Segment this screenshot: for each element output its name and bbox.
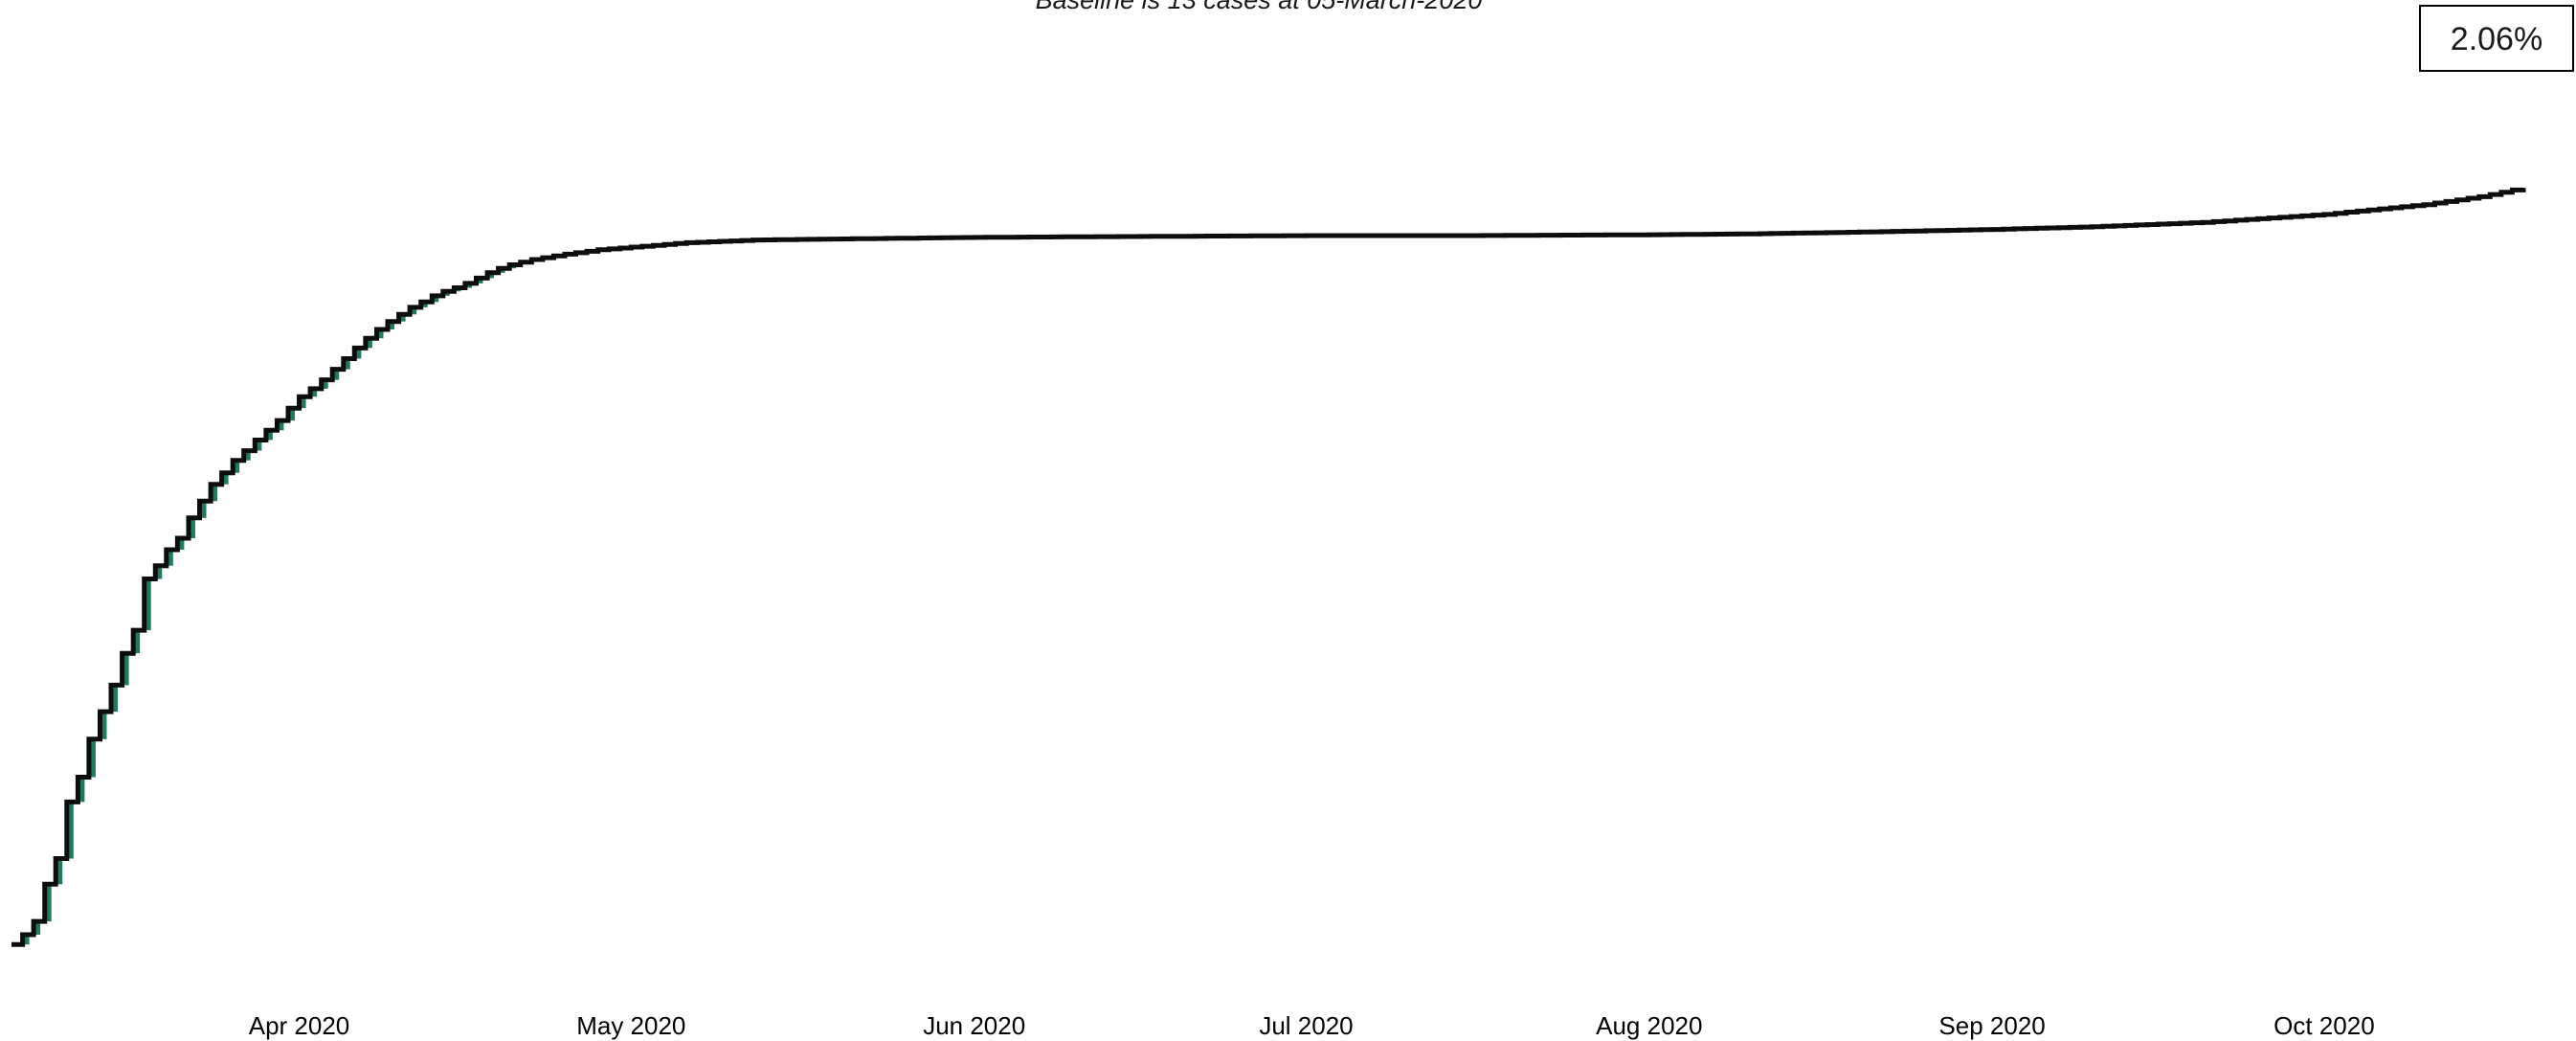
rise-bar (375, 328, 384, 339)
x-tick-label: May 2020 (576, 1011, 685, 1040)
end-value-badge: 2.06% (2419, 5, 2574, 72)
rise-bar (43, 884, 52, 922)
rise-bar (276, 420, 284, 431)
rise-bar (364, 338, 372, 349)
rise-bar (55, 858, 63, 885)
rise-bar (331, 369, 340, 380)
series-layer (11, 187, 2526, 947)
rise-bar (132, 630, 141, 654)
growth-line (11, 187, 2526, 947)
x-tick-label: Jun 2020 (923, 1011, 1025, 1040)
x-tick-label: Jul 2020 (1259, 1011, 1353, 1040)
x-tick-label: Apr 2020 (249, 1011, 350, 1040)
rise-bar (87, 738, 96, 778)
rise-bar (210, 484, 218, 502)
end-value-badge-box (2419, 5, 2574, 72)
rise-bar (220, 472, 229, 485)
rise-bar (409, 306, 417, 315)
chart-subtitle: Baseline is 13 cases at 05-March-2020 (1036, 0, 1483, 14)
rise-bar (431, 295, 439, 303)
rise-bar (198, 501, 207, 518)
rise-bar (342, 358, 350, 370)
rise-bar (309, 388, 318, 397)
x-tick-label: Aug 2020 (1596, 1011, 1702, 1040)
rise-bar (242, 450, 251, 461)
rise-bar (486, 272, 495, 279)
end-value-label: 2.06% (2451, 21, 2542, 57)
x-axis: Apr 2020 May 2020 Jun 2020 Jul 2020 Aug 2020… (249, 1011, 2375, 1040)
rise-bar (419, 302, 428, 307)
rise-bar (475, 278, 483, 283)
x-tick-label: Oct 2020 (2274, 1011, 2375, 1040)
rise-bar (21, 934, 30, 945)
x-tick-label: Sep 2020 (1938, 1011, 2045, 1040)
rise-bar (99, 712, 107, 739)
rise-bar (254, 440, 262, 451)
rise-bar (320, 379, 328, 389)
rise-bar (232, 460, 240, 473)
rise-bar (187, 517, 195, 539)
rise-bar (264, 430, 273, 441)
rise-bar (143, 578, 151, 631)
rise-bar (397, 314, 406, 322)
rise-bar (33, 921, 41, 935)
rise-bar (286, 408, 295, 421)
rise-bar (176, 538, 185, 551)
rise-bar (298, 396, 306, 409)
rise-bar (121, 653, 129, 686)
rise-bar (353, 348, 362, 359)
rise-bar (77, 777, 85, 803)
rise-bar (65, 802, 74, 859)
rise-bar (110, 685, 119, 713)
rise-bar (387, 321, 395, 329)
rise-bar (165, 550, 173, 566)
rise-bar (154, 565, 163, 579)
